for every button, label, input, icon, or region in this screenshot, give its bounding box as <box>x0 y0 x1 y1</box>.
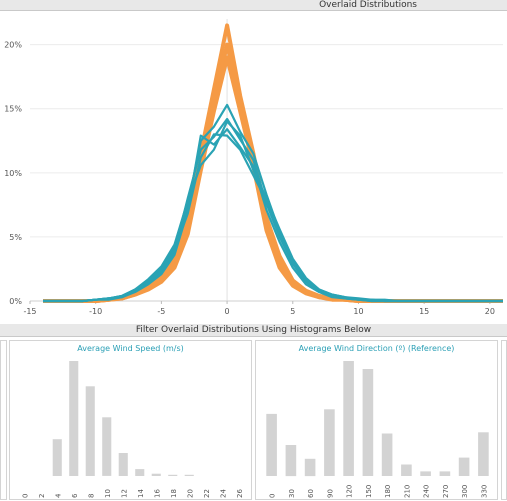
histogram-category-label: 330 <box>480 485 488 498</box>
histogram-bar[interactable] <box>420 471 431 476</box>
histogram-category-label: 90 <box>326 489 334 498</box>
y-tick-label: 5% <box>9 233 22 242</box>
histogram-category-label: 10 <box>104 489 112 498</box>
teal-distribution-line[interactable] <box>43 133 503 303</box>
histogram-category-label: 4 <box>54 493 62 498</box>
teal-distribution-line[interactable] <box>43 103 503 303</box>
histogram-bar[interactable] <box>102 417 112 476</box>
right-edge-panel <box>501 340 507 500</box>
filter-title: Filter Overlaid Distributions Using Hist… <box>135 325 372 335</box>
x-tick-label: 15 <box>419 307 429 316</box>
x-tick-label: 20 <box>485 307 495 316</box>
histogram-bar[interactable] <box>304 458 316 477</box>
left-edge-panel <box>0 340 7 500</box>
histogram-category-label: 16 <box>153 489 161 498</box>
histogram-bar[interactable] <box>478 432 489 476</box>
overlaid-distributions-title: Overlaid Distributions <box>319 0 417 10</box>
histogram-category-label: 0 <box>21 494 29 498</box>
x-tick-label: -15 <box>23 307 36 316</box>
histogram-bar[interactable] <box>184 474 194 476</box>
histogram-category-label: 22 <box>203 489 211 498</box>
histogram-category-label: 14 <box>137 489 145 498</box>
histogram-category-label: 20 <box>186 489 194 498</box>
wind-direction-histogram-title: Average Wind Direction (º) (Reference) <box>298 344 455 353</box>
histogram-category-label: 210 <box>403 485 411 498</box>
histogram-category-label: 6 <box>71 493 79 498</box>
orange-distribution-line[interactable] <box>43 55 503 303</box>
histogram-bar[interactable] <box>135 469 145 476</box>
histogram-category-label: 300 <box>461 485 469 498</box>
x-tick-label: 0 <box>225 307 230 316</box>
histogram-category-label: 120 <box>346 485 354 498</box>
histogram-category-label: 270 <box>442 485 450 498</box>
histogram-bar[interactable] <box>439 471 451 476</box>
x-tick-label: 10 <box>353 307 363 316</box>
histogram-bar[interactable] <box>401 464 412 477</box>
y-tick-label: 15% <box>4 105 22 114</box>
histogram-bar[interactable] <box>168 474 178 476</box>
histogram-bar[interactable] <box>69 361 79 476</box>
histogram-category-label: 12 <box>120 489 128 498</box>
histogram-bar[interactable] <box>343 361 354 476</box>
x-tick-label: -10 <box>89 307 102 316</box>
overlaid-distributions-chart[interactable]: 0% 5% 10% 15% 20% -15 -10 -5 0 5 10 15 20 <box>0 11 507 324</box>
histogram-bar[interactable] <box>151 473 161 476</box>
x-tick-label: 5 <box>290 307 295 316</box>
histogram-bar[interactable] <box>52 439 62 476</box>
histogram-category-label: 24 <box>219 489 227 498</box>
wind-direction-histogram-panel[interactable]: Average Wind Direction (º) (Reference) 0… <box>255 340 498 500</box>
histogram-category-label: 240 <box>423 485 431 498</box>
histogram-category-label: 8 <box>87 494 95 498</box>
wind-speed-histogram[interactable]: 0 2 4 6 8 10 12 14 16 18 20 22 24 26 <box>10 341 253 501</box>
y-tick-label: 20% <box>4 41 22 50</box>
filter-titlebar: Filter Overlaid Distributions Using Hist… <box>0 324 507 337</box>
histogram-category-label: 26 <box>236 489 244 498</box>
x-tick-label: -5 <box>157 307 165 316</box>
wind-direction-histogram[interactable]: 0 30 60 90 120 150 180 210 240 270 300 330 <box>256 341 499 501</box>
teal-distribution-line[interactable] <box>43 120 503 303</box>
histogram-bar[interactable] <box>285 445 297 477</box>
histogram-bar[interactable] <box>381 433 393 477</box>
y-tick-label: 0% <box>9 297 22 306</box>
histogram-bar[interactable] <box>324 409 335 476</box>
orange-distribution-line[interactable] <box>43 23 503 303</box>
histogram-category-label: 180 <box>384 485 392 498</box>
histogram-category-label: 2 <box>38 494 46 498</box>
overlaid-distributions-titlebar: Overlaid Distributions <box>0 0 507 11</box>
histogram-category-label: 60 <box>307 489 315 498</box>
wind-speed-histogram-title: Average Wind Speed (m/s) <box>77 344 184 353</box>
y-tick-label: 10% <box>4 169 22 178</box>
histogram-bar[interactable] <box>458 457 470 476</box>
wind-speed-histogram-panel[interactable]: Average Wind Speed (m/s) 0 2 4 6 8 10 12 14 16 18… <box>9 340 252 500</box>
histogram-category-label: 18 <box>170 489 178 498</box>
histogram-bar[interactable] <box>85 386 95 476</box>
histogram-bar[interactable] <box>266 413 277 476</box>
histogram-bar[interactable] <box>118 453 128 476</box>
histogram-category-label: 30 <box>288 489 296 498</box>
histogram-category-label: 0 <box>269 494 277 498</box>
histogram-category-label: 150 <box>365 485 373 498</box>
histogram-bar[interactable] <box>362 369 374 476</box>
